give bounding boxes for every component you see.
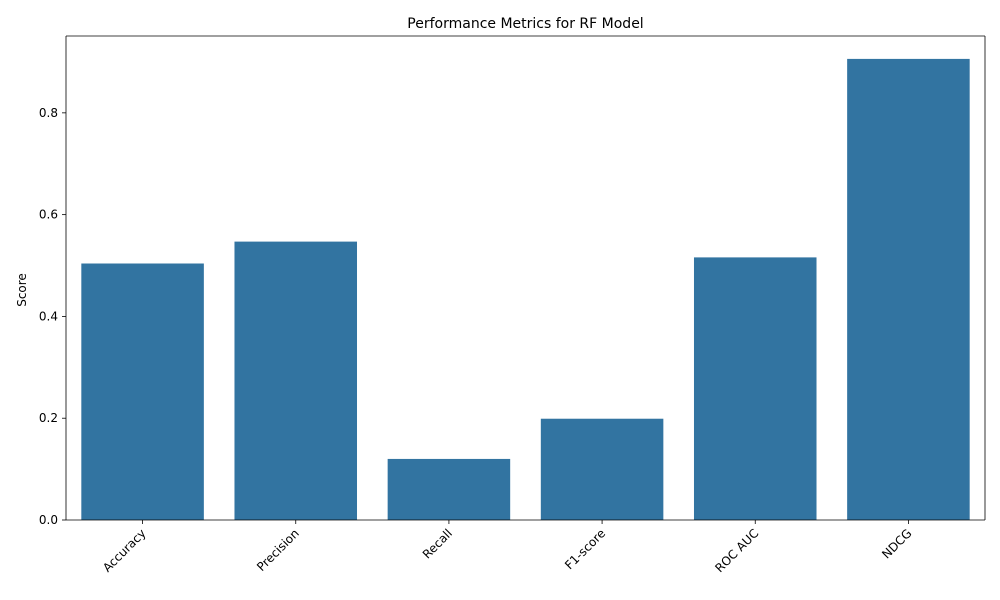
y-tick-label: 0.0 [39, 513, 58, 527]
bar-precision [234, 241, 358, 521]
x-tick-label: ROC AUC [712, 526, 761, 575]
x-tick-label: F1-score [562, 526, 608, 572]
y-tick-label: 0.8 [39, 106, 58, 120]
bar-roc-auc [693, 257, 817, 520]
bar-f1-score [540, 418, 664, 520]
bar-accuracy [81, 263, 204, 520]
y-tick-label: 0.4 [39, 309, 58, 323]
chart-title: Performance Metrics for RF Model [407, 16, 643, 32]
plot-area: 0.0 0.2 0.4 0.6 0.8 Accuracy Precision Recall F1… [39, 35, 986, 575]
x-tick-label: NDCG [879, 526, 914, 561]
x-tick-label: Precision [254, 526, 302, 574]
y-tick-label: 0.2 [39, 411, 58, 425]
y-axis-label: Score [15, 273, 29, 307]
x-tick-label: Accuracy [100, 526, 149, 575]
bar-recall [387, 458, 511, 520]
y-tick-label: 0.6 [39, 208, 58, 222]
x-tick-label: Recall [420, 526, 455, 561]
bar-ndcg [847, 58, 970, 521]
